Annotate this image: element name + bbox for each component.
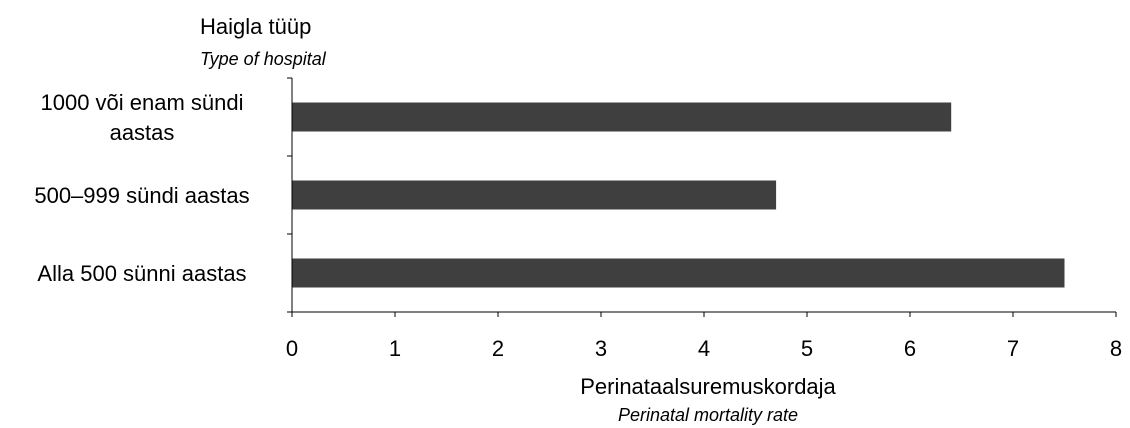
category-label-2: 500–999 sündi aastas: [34, 183, 249, 208]
x-tick-label: 7: [1007, 336, 1019, 361]
x-axis-title: Perinataalsuremuskordaja: [580, 374, 836, 399]
x-tick-label: 8: [1110, 336, 1122, 361]
category-label-line: 1000 või enam sündi: [40, 90, 243, 115]
x-tick-label: 0: [286, 336, 298, 361]
x-axis: 0 1 2 3 4 5 6 7 8: [286, 77, 1122, 361]
x-tick-label: 4: [698, 336, 710, 361]
x-axis-title-english: Perinatal mortality rate: [618, 405, 798, 425]
category-label-line: 500–999 sündi aastas: [34, 183, 249, 208]
category-label-line: aastas: [110, 120, 175, 145]
category-labels: 1000 või enam sündi aastas 500–999 sündi a…: [34, 90, 249, 286]
category-label-line: Alla 500 sünni aastas: [37, 261, 246, 286]
x-tick-label: 3: [595, 336, 607, 361]
y-axis-title-english: Type of hospital: [200, 49, 327, 69]
bar-3: [292, 258, 1065, 288]
x-tick-label: 1: [389, 336, 401, 361]
x-tick-label: 6: [904, 336, 916, 361]
x-tick-label: 2: [492, 336, 504, 361]
y-axis-title: Haigla tüüp: [200, 14, 311, 39]
bars-group: [292, 102, 1065, 288]
category-label-1: 1000 või enam sündi aastas: [40, 90, 243, 145]
x-tick-label: 5: [801, 336, 813, 361]
bar-2: [292, 180, 777, 210]
bar-1: [292, 102, 952, 132]
category-label-3: Alla 500 sünni aastas: [37, 261, 246, 286]
